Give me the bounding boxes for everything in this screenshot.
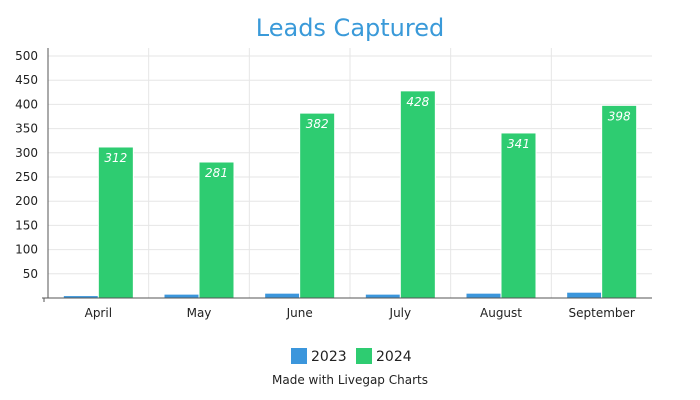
y-tick-label: 200: [15, 194, 38, 208]
credit-text: Made with Livegap Charts: [272, 373, 428, 387]
bar-2024-july[interactable]: [399, 90, 436, 299]
y-tick-label: 350: [15, 122, 38, 136]
x-tick-label: August: [480, 306, 522, 320]
bar-2024-september[interactable]: [601, 104, 638, 299]
grid-layer: [48, 48, 652, 298]
legend-swatch: [356, 348, 372, 364]
y-tick-label: 450: [15, 73, 38, 87]
y-tick-label: 500: [15, 49, 38, 63]
bar-2023-may[interactable]: [163, 293, 200, 299]
legend-label: 2023: [311, 349, 347, 365]
bar-2023-august[interactable]: [465, 292, 502, 299]
x-tick-label: April: [85, 306, 112, 320]
y-tick-label: 100: [15, 243, 38, 257]
y-tick-label: 150: [15, 218, 38, 232]
bar-2024-june[interactable]: [299, 112, 336, 299]
legend: 2023 2024: [291, 348, 412, 365]
data-label-july: 428: [406, 95, 429, 109]
y-tick-label: 400: [15, 97, 38, 111]
chart-title: Leads Captured: [256, 14, 444, 42]
axes-layer: 50 100 150 200 250 300 350 400 450 500 April May Jun…: [15, 48, 652, 320]
x-tick-label: June: [286, 306, 313, 320]
bar-2023-september[interactable]: [566, 291, 603, 299]
y-tick-label: 300: [15, 146, 38, 160]
data-label-april: 312: [104, 151, 127, 165]
x-tick-label: July: [389, 306, 412, 320]
y-tick-label: 50: [23, 267, 38, 281]
data-label-august: 341: [507, 137, 530, 151]
legend-swatch: [291, 348, 307, 364]
y-tick-label: 250: [15, 170, 38, 184]
data-label-june: 382: [306, 117, 329, 131]
legend-item-2024[interactable]: 2024: [356, 348, 412, 365]
bar-2024-may[interactable]: [198, 161, 235, 299]
bar-2024-august[interactable]: [500, 132, 537, 299]
bar-2023-july[interactable]: [364, 293, 401, 299]
data-label-september: 398: [608, 109, 631, 123]
legend-label: 2024: [376, 349, 412, 365]
bar-2023-june[interactable]: [264, 292, 301, 299]
x-tick-label: May: [187, 306, 212, 320]
x-tick-label: September: [569, 306, 635, 320]
bar-2024-april[interactable]: [97, 146, 134, 299]
legend-item-2023[interactable]: 2023: [291, 348, 347, 365]
data-label-may: 281: [205, 166, 228, 180]
labels-layer: 312 281 382 428 341 398: [104, 95, 631, 180]
